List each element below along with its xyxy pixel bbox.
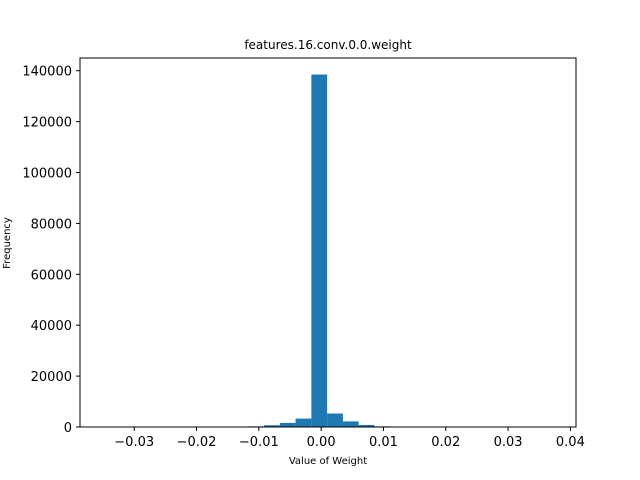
y-axis-ticks: 0 20000 40000 60000 80000 100000 120000 140000	[22, 65, 80, 436]
histogram-bars	[248, 74, 391, 427]
y-tick-label: 120000	[22, 116, 72, 131]
x-tick-label: 0.01	[369, 435, 398, 450]
y-tick-label: 20000	[31, 370, 72, 385]
chart-title: features.16.conv.0.0.weight	[244, 38, 412, 52]
y-tick-label: 40000	[31, 319, 72, 334]
y-tick-label: 140000	[22, 65, 72, 80]
histogram-bar	[264, 425, 280, 427]
x-axis-ticks: −0.03 −0.02 −0.01 0.00 0.01 0.02 0.03 0.04	[114, 427, 585, 450]
plot-frame	[79, 57, 577, 428]
histogram-bar	[295, 418, 312, 427]
histogram-bar	[279, 422, 296, 427]
x-tick-label: −0.02	[177, 435, 217, 450]
y-tick-label: 60000	[31, 268, 72, 283]
x-tick-label: 0.04	[556, 435, 585, 450]
x-tick-label: 0.03	[494, 435, 523, 450]
x-tick-label: −0.03	[114, 435, 154, 450]
x-tick-label: 0.00	[307, 435, 336, 450]
histogram-bar	[327, 413, 343, 427]
x-tick-label: −0.01	[239, 435, 279, 450]
histogram-bar	[342, 421, 359, 427]
y-tick-label: 80000	[31, 217, 72, 232]
y-tick-label: 100000	[22, 167, 72, 182]
histogram-bar	[358, 424, 375, 427]
x-axis-label: Value of Weight	[289, 456, 367, 467]
x-tick-label: 0.02	[431, 435, 460, 450]
y-axis-label: Frequency	[2, 217, 13, 269]
y-tick-label: 0	[64, 421, 72, 436]
histogram-bar	[311, 74, 328, 427]
